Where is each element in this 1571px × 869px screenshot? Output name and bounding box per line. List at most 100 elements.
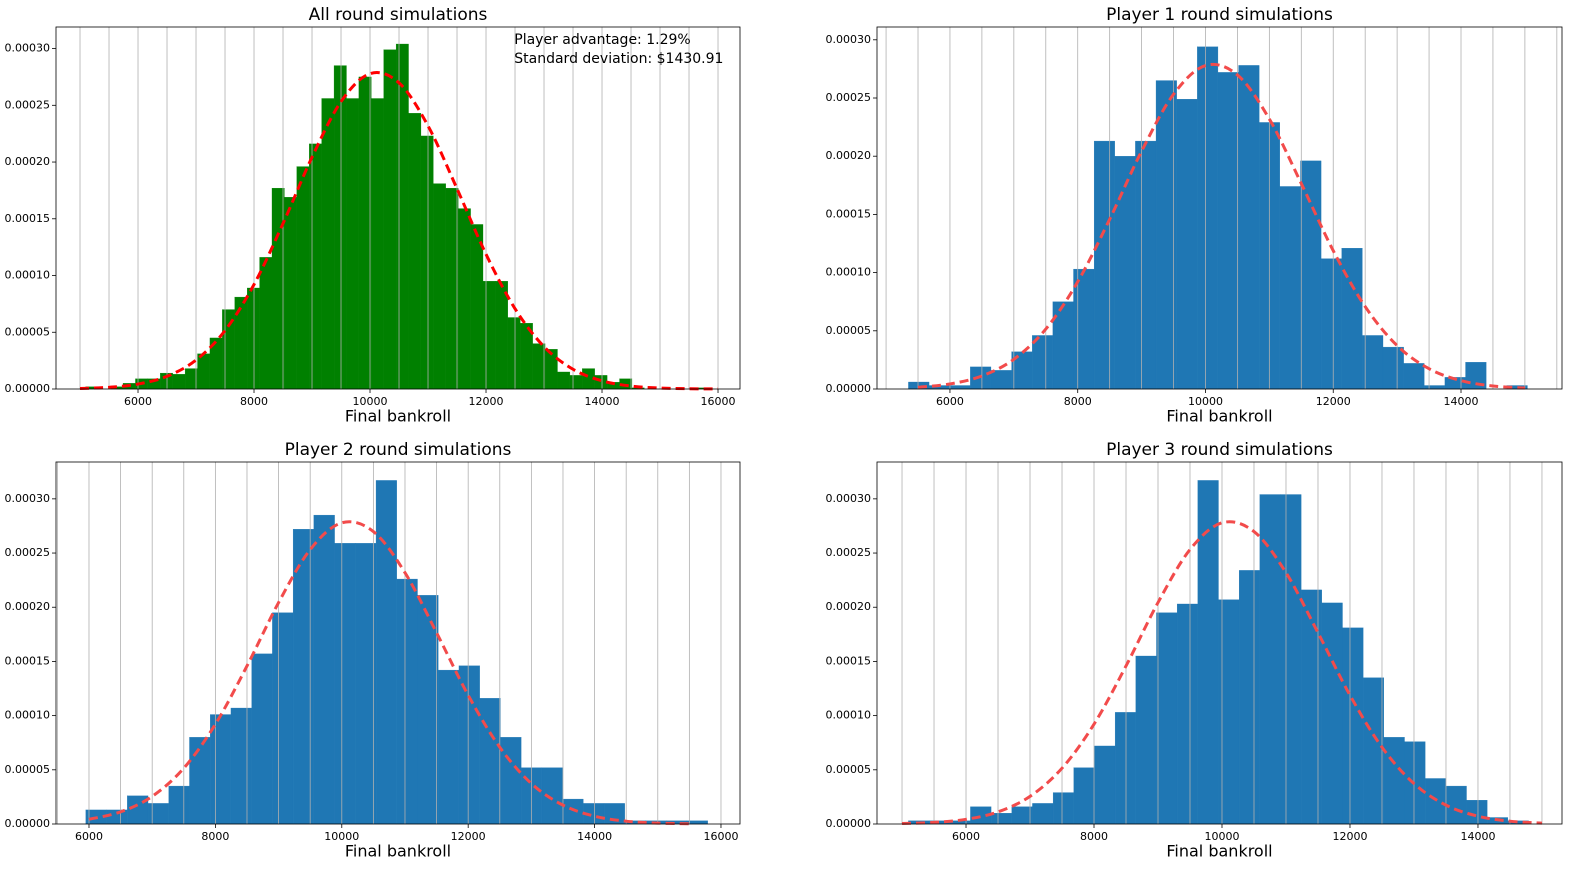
bar bbox=[355, 543, 377, 825]
bar bbox=[990, 370, 1012, 390]
y-tick-label: 0.00020 bbox=[826, 600, 872, 613]
bar bbox=[309, 143, 322, 390]
y-tick-label: 0.00020 bbox=[5, 600, 51, 613]
bar bbox=[1093, 140, 1115, 390]
bar bbox=[1218, 599, 1240, 825]
bar bbox=[1135, 140, 1157, 390]
y-tick-label: 0.00010 bbox=[5, 269, 51, 282]
y-tick-label: 0.00000 bbox=[826, 382, 872, 395]
fit-curve bbox=[79, 71, 719, 391]
x-tick-label: 6000 bbox=[936, 395, 964, 408]
x-tick-label: 12000 bbox=[451, 830, 486, 843]
bar bbox=[433, 183, 446, 390]
bar bbox=[383, 49, 397, 390]
bar bbox=[1176, 603, 1198, 825]
axes-frame bbox=[876, 26, 1563, 390]
axes-frame bbox=[876, 461, 1563, 825]
bar bbox=[189, 737, 211, 825]
annotation: Player advantage: 1.29% bbox=[514, 32, 690, 48]
bar bbox=[168, 785, 190, 825]
bar bbox=[395, 43, 409, 390]
bar bbox=[284, 197, 297, 390]
bar bbox=[1176, 99, 1198, 390]
bar bbox=[296, 166, 310, 390]
bar bbox=[507, 317, 521, 390]
fit-curve bbox=[901, 520, 1543, 826]
bar bbox=[334, 543, 356, 825]
bar bbox=[990, 813, 1012, 825]
y-tick-label: 0.00015 bbox=[826, 207, 872, 220]
bar bbox=[147, 803, 169, 825]
bar bbox=[532, 343, 546, 390]
y-tick-label: 0.00025 bbox=[826, 546, 872, 559]
x-tick-label: 6000 bbox=[952, 830, 980, 843]
y-tick-label: 0.00010 bbox=[5, 709, 51, 722]
y-tick-label: 0.00015 bbox=[5, 654, 51, 667]
x-tick-label: 8000 bbox=[240, 395, 268, 408]
y-tick-label: 0.00030 bbox=[826, 33, 872, 46]
annotation: Standard deviation: $1430.91 bbox=[514, 51, 723, 67]
bar bbox=[1011, 806, 1033, 825]
bar bbox=[1383, 737, 1405, 825]
chart-title: Player 1 round simulations bbox=[1106, 5, 1333, 25]
bar bbox=[1320, 258, 1342, 390]
x-tick-label: 14000 bbox=[585, 395, 620, 408]
bar bbox=[1321, 602, 1343, 825]
bar bbox=[1114, 156, 1136, 390]
x-tick-label: 16000 bbox=[701, 395, 736, 408]
bar bbox=[1197, 46, 1219, 390]
bar bbox=[569, 375, 583, 390]
y-tick-label: 0.00005 bbox=[826, 324, 872, 337]
bar bbox=[557, 371, 571, 390]
bar bbox=[1342, 627, 1364, 825]
subplot: 0.00000 0.00005 0.00010 0.00015 0.00020 0.000… bbox=[826, 440, 1563, 861]
x-tick-label: 6000 bbox=[124, 395, 152, 408]
bar bbox=[259, 257, 273, 390]
bar bbox=[271, 187, 285, 390]
bar bbox=[1403, 363, 1425, 390]
bar bbox=[1363, 677, 1384, 825]
bar bbox=[1279, 186, 1301, 390]
subplot: 0.00000 0.00005 0.00010 0.00015 0.00020 0.000… bbox=[5, 5, 741, 426]
x-tick-label: 8000 bbox=[201, 830, 229, 843]
x-tick-label: 14000 bbox=[1460, 830, 1495, 843]
bar bbox=[234, 296, 248, 390]
subplot: 0.00000 0.00005 0.00010 0.00015 0.00020 0.000… bbox=[5, 440, 741, 861]
bar bbox=[321, 98, 335, 390]
x-tick-label: 14000 bbox=[577, 830, 612, 843]
bar bbox=[417, 595, 439, 825]
bar bbox=[686, 820, 708, 825]
bar bbox=[371, 98, 384, 390]
bar bbox=[594, 375, 608, 390]
bar bbox=[333, 65, 347, 390]
bar bbox=[172, 374, 186, 390]
axes-frame bbox=[55, 26, 741, 390]
y-tick-label: 0.00005 bbox=[826, 763, 872, 776]
bar bbox=[272, 612, 294, 825]
y-tick-label: 0.00000 bbox=[5, 382, 51, 395]
x-tick-label: 8000 bbox=[1064, 395, 1092, 408]
y-tick-label: 0.00020 bbox=[826, 149, 872, 162]
bar bbox=[197, 353, 211, 390]
y-tick-label: 0.00010 bbox=[826, 266, 872, 279]
y-tick-label: 0.00005 bbox=[5, 325, 51, 338]
bar bbox=[1073, 767, 1095, 825]
axes-frame bbox=[55, 461, 741, 825]
bar bbox=[1156, 612, 1178, 825]
bar bbox=[1280, 494, 1302, 825]
y-tick-label: 0.00000 bbox=[5, 817, 51, 830]
y-tick-label: 0.00025 bbox=[5, 98, 51, 111]
x-tick-label: 12000 bbox=[1332, 830, 1367, 843]
bar bbox=[470, 224, 484, 390]
y-tick-label: 0.00020 bbox=[5, 155, 51, 168]
bar bbox=[1382, 346, 1404, 390]
bar bbox=[1135, 655, 1157, 825]
y-tick-label: 0.00025 bbox=[826, 91, 872, 104]
bar bbox=[292, 529, 315, 825]
bar bbox=[458, 208, 471, 390]
bar bbox=[445, 187, 459, 390]
x-tick-label: 10000 bbox=[353, 395, 388, 408]
bar bbox=[408, 113, 422, 390]
bar bbox=[479, 698, 501, 825]
